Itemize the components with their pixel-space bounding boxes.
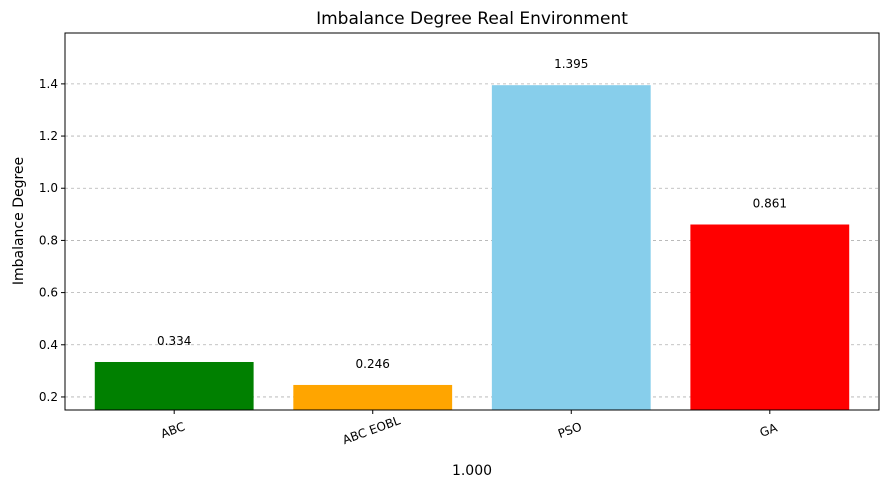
- data-labels: 0.334 0.246 1.395 0.861: [157, 57, 787, 371]
- x-tick-label: ABC EOBL: [341, 413, 403, 447]
- x-axis-label: 1.000: [452, 463, 492, 479]
- y-tick-label: 0.8: [39, 233, 58, 247]
- y-tick-label: 0.4: [39, 338, 58, 352]
- x-tick-label: GA: [758, 420, 780, 439]
- plot-area-frame: [64, 32, 880, 411]
- y-axis-label: Imbalance Degree: [11, 157, 27, 285]
- bars: [94, 85, 850, 410]
- data-label: 0.334: [157, 334, 191, 348]
- bar-pso: [491, 85, 651, 410]
- x-axis-ticks: ABC ABC EOBL PSO GA: [159, 410, 780, 447]
- data-label: 0.246: [356, 357, 390, 371]
- x-tick-label: ABC: [159, 419, 187, 441]
- y-tick-label: 1.0: [39, 181, 58, 195]
- bar-ga: [690, 224, 850, 410]
- data-label: 0.861: [753, 197, 787, 211]
- bar-abc: [94, 361, 254, 410]
- chart-title: Imbalance Degree Real Environment: [316, 9, 628, 29]
- data-label: 1.395: [554, 57, 588, 71]
- y-tick-label: 1.2: [39, 129, 58, 143]
- x-tick-label: PSO: [556, 420, 584, 441]
- y-tick-label: 0.2: [39, 390, 58, 404]
- y-tick-label: 1.4: [39, 77, 58, 91]
- y-axis-ticks: 0.2 0.4 0.6 0.8 1.0 1.2 1.4: [39, 77, 65, 404]
- bar-abc-eobl: [293, 384, 453, 410]
- y-tick-label: 0.6: [39, 286, 58, 300]
